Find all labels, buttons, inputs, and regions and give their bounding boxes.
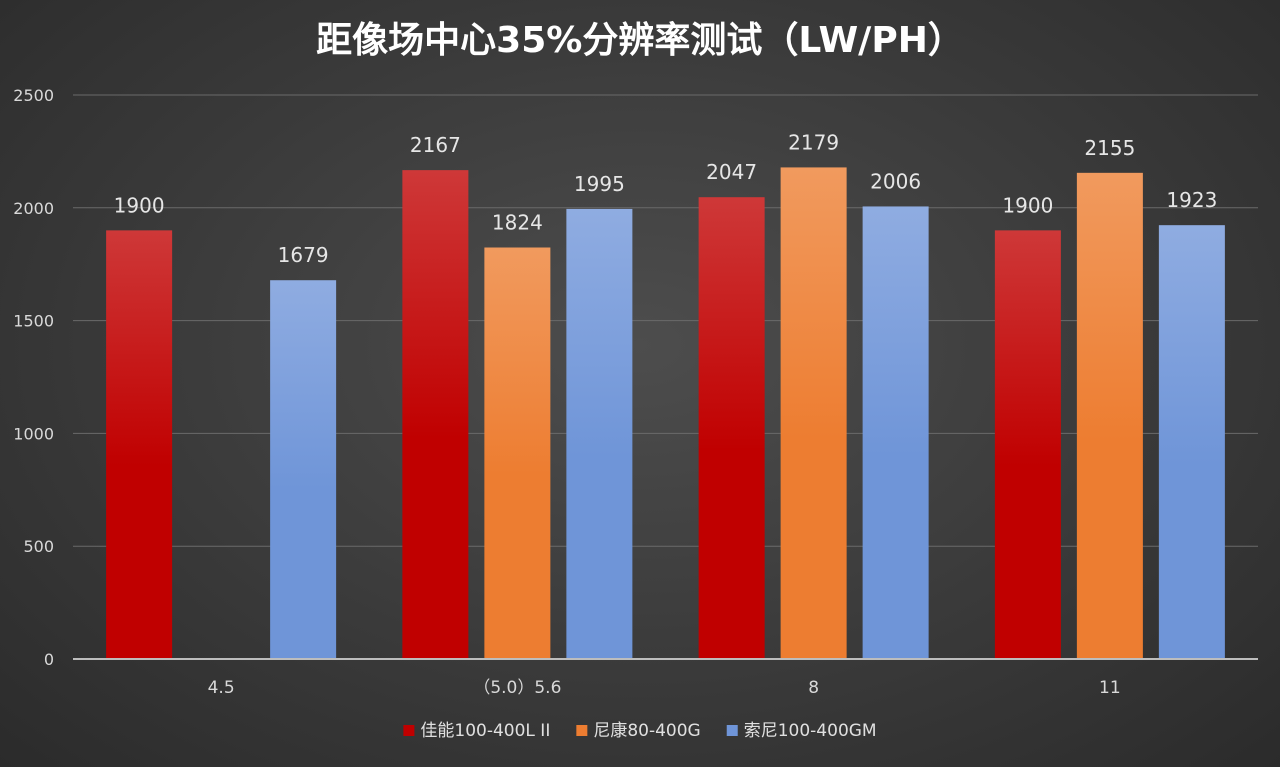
legend-item: 索尼100-400GM <box>726 721 877 741</box>
legend: 佳能100-400L II 尼康80-400G 索尼100-400GM <box>403 721 877 741</box>
data-label: 1679 <box>278 243 329 267</box>
y-axis: 0 500 1000 1500 2000 2500 <box>13 86 54 669</box>
y-tick-label: 500 <box>23 537 54 556</box>
bar <box>566 208 633 660</box>
bars-layer <box>106 167 1225 660</box>
bar <box>1076 172 1143 659</box>
data-label: 1900 <box>1002 193 1053 217</box>
legend-label: 佳能100-400L II <box>420 721 550 741</box>
bar <box>994 230 1061 660</box>
data-label: 2047 <box>706 160 757 184</box>
legend-swatch <box>403 725 415 736</box>
x-axis: 4.5 （5.0）5.6 8 11 <box>73 658 1258 698</box>
data-label: 1900 <box>114 193 165 217</box>
legend-item: 尼康80-400G <box>576 721 701 741</box>
bar <box>1158 225 1225 659</box>
legend-swatch <box>726 725 738 736</box>
bar <box>862 206 929 659</box>
data-label: 2155 <box>1084 136 1135 160</box>
legend-swatch <box>576 725 588 736</box>
x-tick-label: 11 <box>1099 678 1121 698</box>
data-label: 1923 <box>1166 188 1217 212</box>
data-label: 1824 <box>492 211 543 235</box>
legend-item: 佳能100-400L II <box>403 721 550 741</box>
x-tick-label: 4.5 <box>208 678 235 698</box>
x-tick-label: （5.0）5.6 <box>473 678 561 698</box>
bar <box>106 230 173 660</box>
data-labels-layer: 1900 1679 2167 1824 1995 2047 2179 2006 1900 2155… <box>114 130 1218 267</box>
bar <box>780 167 847 659</box>
data-label: 2006 <box>870 169 921 193</box>
data-label: 1995 <box>574 172 625 196</box>
y-tick-label: 1000 <box>13 424 54 443</box>
x-tick-label: 8 <box>808 678 819 698</box>
bar <box>270 280 337 659</box>
data-label: 2167 <box>410 133 461 157</box>
bar <box>698 197 765 660</box>
y-tick-label: 0 <box>44 650 54 669</box>
bar <box>484 247 551 659</box>
legend-label: 尼康80-400G <box>593 721 700 741</box>
data-label: 2179 <box>788 130 839 154</box>
bar <box>402 170 469 659</box>
y-tick-label: 2000 <box>13 199 54 218</box>
chart-title: 距像场中心35%分辨率测试（LW/PH） <box>316 20 964 61</box>
y-tick-label: 1500 <box>13 312 54 331</box>
y-tick-label: 2500 <box>13 86 54 105</box>
legend-label: 索尼100-400GM <box>744 721 877 741</box>
